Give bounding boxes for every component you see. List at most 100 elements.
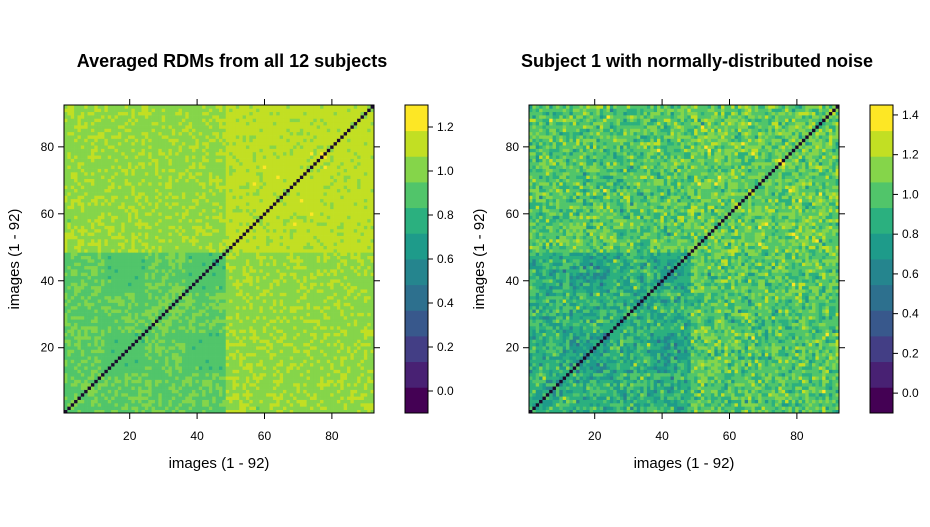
heat-cell <box>222 178 227 183</box>
heat-cell <box>84 182 88 186</box>
heat-cell <box>111 342 115 347</box>
heat-cell <box>117 285 122 290</box>
heat-cell <box>134 135 139 139</box>
heat-cell <box>168 235 173 240</box>
heat-cell <box>198 272 203 277</box>
heat-cell <box>239 346 243 350</box>
heat-cell <box>161 125 166 129</box>
heat-cell <box>77 171 82 176</box>
heat-cell <box>232 215 237 220</box>
heat-cell <box>128 128 132 133</box>
heat-cell <box>134 202 139 206</box>
heat-cell <box>208 406 213 410</box>
heat-cell <box>77 151 82 156</box>
heat-cell <box>77 161 82 166</box>
heat-cell <box>175 125 179 129</box>
heat-cell <box>235 349 240 354</box>
heat-cell <box>101 128 105 133</box>
heat-cell <box>134 376 139 380</box>
heat-cell <box>185 406 190 410</box>
heat-cell <box>188 285 193 290</box>
heat-cell <box>94 292 99 297</box>
heat-cell <box>148 352 152 357</box>
heat-cell <box>165 376 169 380</box>
heat-cell <box>154 215 159 220</box>
heat-cell <box>198 218 203 223</box>
heat-cell <box>168 285 173 290</box>
heat-cell <box>181 252 186 256</box>
heat-cell <box>225 161 230 166</box>
heat-cell <box>215 212 220 216</box>
heat-cell <box>87 161 92 166</box>
heat-cell <box>208 319 213 323</box>
heat-cell <box>175 346 179 350</box>
heat-cell <box>212 356 216 360</box>
heat-cell <box>215 232 220 236</box>
heat-cell <box>198 392 203 397</box>
heat-cell <box>111 135 115 139</box>
heat-cell <box>80 409 85 414</box>
heat-cell <box>67 108 72 113</box>
heat-cell <box>107 158 112 163</box>
heat-cell <box>131 272 136 277</box>
heat-cell <box>188 121 193 126</box>
heat-cell <box>161 138 166 143</box>
heat-cell <box>198 362 203 367</box>
heat-cell <box>141 225 146 230</box>
heat-cell <box>202 192 206 196</box>
heat-cell <box>111 309 115 313</box>
heat-cell <box>232 342 237 347</box>
heat-cell <box>154 228 159 233</box>
heat-cell <box>87 389 92 394</box>
heat-cell <box>121 372 125 377</box>
heat-cell <box>97 178 102 183</box>
heat-cell <box>165 315 169 320</box>
heat-cell <box>219 218 223 223</box>
heat-cell <box>215 141 220 146</box>
heat-cell <box>212 389 216 394</box>
heat-cell <box>208 242 213 246</box>
heat-cell <box>202 269 206 273</box>
heat-cell <box>222 396 227 400</box>
heat-cell <box>212 158 216 163</box>
heat-cell <box>94 175 99 179</box>
heat-cell <box>141 165 146 169</box>
heat-cell <box>171 255 176 260</box>
heat-cell <box>222 366 227 370</box>
heat-cell <box>154 198 159 203</box>
heat-cell <box>131 171 136 176</box>
heat-cell <box>192 235 196 240</box>
heat-cell <box>192 165 196 169</box>
heat-cell <box>128 392 132 397</box>
heat-cell <box>128 115 132 119</box>
heat-cell <box>181 195 186 200</box>
heat-cell <box>212 349 216 354</box>
heat-cell <box>90 319 95 323</box>
heat-cell <box>121 138 125 143</box>
heat-cell <box>104 325 109 330</box>
heat-cell <box>64 128 68 133</box>
heat-cell <box>178 128 183 133</box>
heat-cell <box>128 138 132 143</box>
heat-cell <box>70 342 75 347</box>
heat-cell <box>114 336 119 340</box>
heat-cell <box>175 322 179 327</box>
heat-cell <box>97 121 102 126</box>
heat-cell <box>148 315 152 320</box>
heat-cell <box>90 336 95 340</box>
heat-cell <box>245 386 250 390</box>
heat-cell <box>175 366 179 370</box>
heat-cell <box>212 259 216 263</box>
heat-cell <box>80 396 85 400</box>
heat-cell <box>225 198 230 203</box>
heat-cell <box>111 111 115 116</box>
heat-cell <box>222 232 227 236</box>
heat-cell <box>111 402 115 407</box>
heat-cell <box>80 145 85 149</box>
heat-cell <box>181 182 186 186</box>
heat-cell <box>192 366 196 370</box>
heat-cell <box>107 215 112 220</box>
heat-cell <box>141 305 146 310</box>
heat-cell <box>111 171 115 176</box>
heat-cell <box>215 245 220 250</box>
